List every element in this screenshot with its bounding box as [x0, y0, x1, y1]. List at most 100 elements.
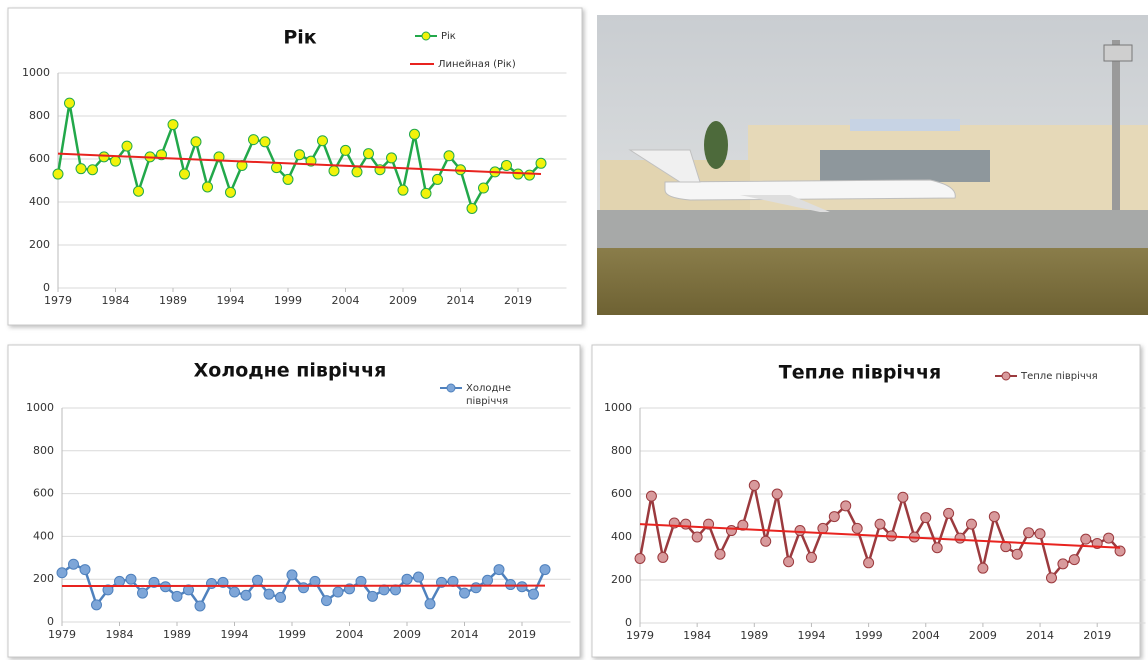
data-point	[977, 562, 989, 574]
data-point	[194, 600, 206, 612]
data-point	[828, 511, 840, 523]
data-point	[56, 567, 68, 579]
data-point	[874, 518, 886, 530]
data-point	[386, 152, 397, 164]
legend-label: Холодне півріччя	[466, 383, 511, 407]
data-point	[114, 575, 125, 587]
x-tick-label: 1999	[278, 628, 306, 641]
data-point	[920, 512, 932, 524]
data-point	[286, 569, 298, 581]
data-point	[817, 522, 829, 534]
x-tick-label: 1994	[217, 294, 245, 307]
data-point	[321, 595, 332, 607]
data-point	[965, 518, 977, 530]
legend-marker	[446, 383, 456, 393]
x-tick-label: 2014	[447, 294, 475, 307]
y-tick-label: 0	[625, 616, 632, 629]
chart-panel	[591, 344, 1141, 658]
chart-panel	[7, 344, 581, 658]
x-tick-label: 2004	[912, 629, 940, 642]
data-point	[367, 590, 378, 602]
legend-label-line: півріччя	[466, 395, 508, 407]
data-point	[275, 591, 286, 603]
data-point	[91, 599, 102, 611]
data-point	[783, 556, 795, 568]
y-tick-label: 0	[43, 281, 50, 294]
data-point	[516, 581, 528, 593]
data-point	[680, 518, 692, 530]
data-point	[1011, 548, 1023, 560]
legend-label-line: Холодне	[466, 383, 511, 394]
data-point	[420, 187, 432, 199]
data-point	[148, 576, 160, 588]
data-point	[840, 500, 852, 512]
data-point	[167, 119, 179, 131]
legend-label: Рік	[441, 30, 456, 42]
x-tick-label: 1999	[855, 629, 883, 642]
data-point	[351, 166, 363, 178]
data-point	[240, 589, 252, 601]
data-point	[229, 586, 240, 598]
y-tick-label: 400	[29, 195, 50, 208]
data-point	[64, 97, 75, 109]
legend-marker	[421, 31, 431, 41]
data-point	[725, 525, 737, 537]
data-point	[397, 184, 409, 196]
data-point	[505, 579, 516, 591]
data-point	[271, 162, 282, 174]
data-point	[1045, 572, 1057, 584]
data-point	[897, 491, 909, 503]
y-tick-label: 200	[33, 572, 54, 585]
data-point	[748, 479, 760, 491]
data-point	[443, 150, 455, 162]
legend-label: Линейная (Рік)	[438, 58, 516, 70]
data-point	[190, 136, 202, 148]
data-point	[954, 532, 966, 544]
data-point	[501, 159, 512, 171]
data-point	[68, 558, 79, 570]
data-point	[493, 564, 505, 576]
data-point	[771, 488, 783, 500]
x-tick-label: 1999	[274, 294, 302, 307]
x-tick-label: 1979	[44, 294, 72, 307]
data-point	[121, 140, 133, 152]
x-tick-label: 2014	[451, 628, 479, 641]
x-tick-label: 1989	[159, 294, 187, 307]
x-tick-label: 2014	[1026, 629, 1054, 642]
data-point	[102, 584, 114, 596]
chart-title: Тепле півріччя	[779, 362, 941, 384]
data-point	[263, 588, 275, 600]
data-point	[328, 165, 340, 177]
x-tick-label: 2019	[1083, 629, 1111, 642]
x-tick-label: 1984	[106, 628, 134, 641]
data-point	[524, 169, 535, 181]
data-point	[1034, 528, 1046, 540]
x-tick-label: 2019	[504, 294, 532, 307]
data-point	[1080, 533, 1092, 545]
data-point	[1068, 554, 1080, 566]
data-point	[206, 577, 217, 589]
y-tick-label: 1000	[26, 401, 54, 414]
data-point	[714, 548, 726, 560]
data-point	[413, 571, 424, 583]
data-point	[539, 564, 551, 576]
data-point	[79, 564, 91, 576]
legend-label: Тепле півріччя	[1020, 370, 1098, 382]
data-point	[340, 144, 351, 156]
data-point	[125, 573, 137, 585]
data-point	[363, 148, 374, 160]
data-point	[1023, 527, 1035, 539]
data-point	[75, 163, 87, 175]
data-point	[98, 151, 110, 163]
trendline	[57, 152, 542, 176]
legend-marker	[1001, 371, 1011, 381]
data-point	[179, 168, 190, 180]
data-point	[466, 202, 478, 214]
x-tick-label: 2009	[389, 294, 417, 307]
data-point	[424, 598, 436, 610]
data-point	[110, 155, 121, 167]
y-tick-label: 400	[33, 529, 54, 542]
data-point	[133, 185, 144, 197]
x-tick-label: 1994	[797, 629, 825, 642]
